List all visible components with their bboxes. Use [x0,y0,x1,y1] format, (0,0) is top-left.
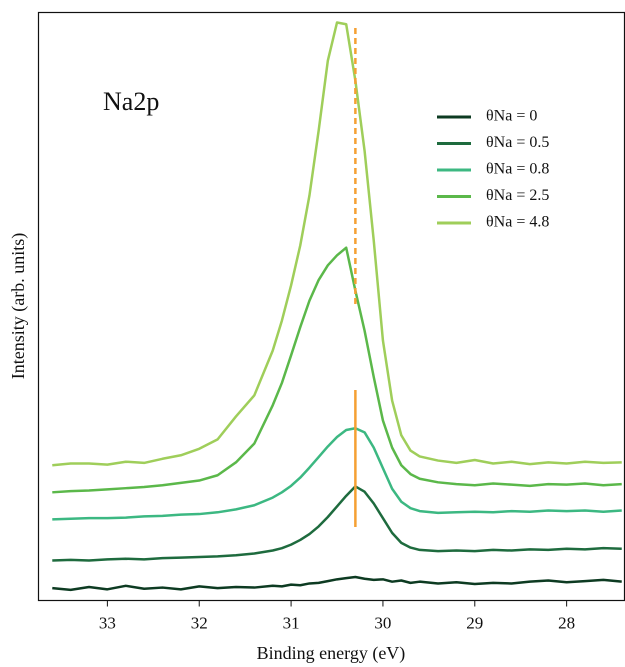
x-tick-label: 30 [374,613,391,632]
annotation: Na2p [103,87,159,116]
legend-label: θNa = 0 [486,108,537,125]
legend-label: θNa = 0.8 [486,161,549,178]
x-axis-label: Binding energy (eV) [257,643,406,664]
series-line [52,246,622,494]
x-tick-label: 32 [191,613,208,632]
series-line [52,426,622,521]
series-line [52,21,622,467]
x-tick-label: 29 [466,613,483,632]
x-tick-label: 28 [558,613,575,632]
x-tick-label: 31 [283,613,300,632]
legend-label: θNa = 0.5 [486,134,549,151]
series-line [52,485,622,562]
legend-label: θNa = 4.8 [486,214,549,231]
y-axis-label: Intensity (arb. units) [8,233,29,379]
legend-label: θNa = 2.5 [486,187,549,204]
x-tick-label: 33 [99,613,116,632]
series-line [52,575,622,592]
